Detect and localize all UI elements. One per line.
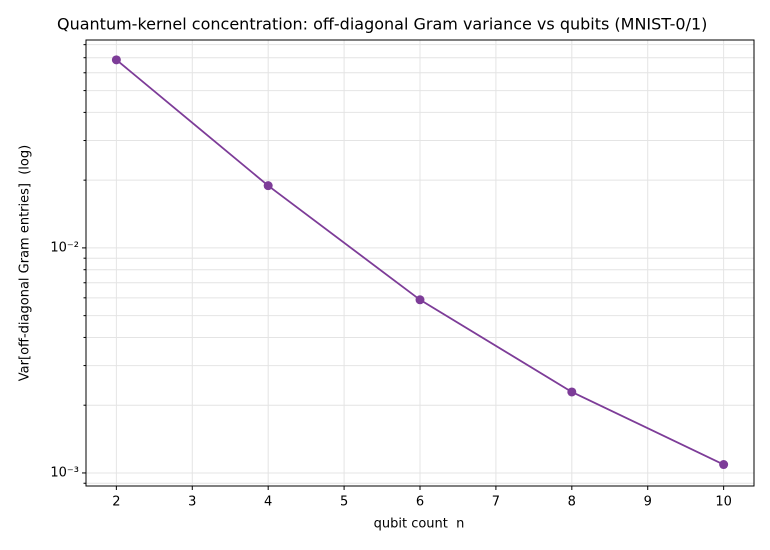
marker	[111, 55, 121, 65]
x-tick-label: 5	[340, 495, 348, 510]
x-tick-label: 3	[188, 495, 196, 510]
chart-title: Quantum-kernel concentration: off-diagon…	[57, 15, 707, 34]
plot-frame	[85, 39, 755, 487]
y-tick-label: 10⁻²	[50, 240, 79, 255]
marker	[567, 387, 577, 397]
x-tick-label: 9	[644, 495, 652, 510]
marker	[415, 295, 425, 305]
x-tick-label: 8	[568, 495, 576, 510]
x-tick-label: 7	[492, 495, 500, 510]
x-tick-label: 6	[416, 495, 424, 510]
x-axis-label: qubit count n	[374, 517, 465, 532]
x-tick-label: 4	[264, 495, 272, 510]
y-axis-label: Var[off-diagonal Gram entries] (log)	[18, 145, 33, 381]
marker	[719, 460, 729, 470]
marker	[263, 181, 273, 191]
x-tick-label: 10	[715, 495, 732, 510]
y-tick-label: 10⁻³	[50, 465, 79, 480]
x-tick-label: 2	[112, 495, 120, 510]
